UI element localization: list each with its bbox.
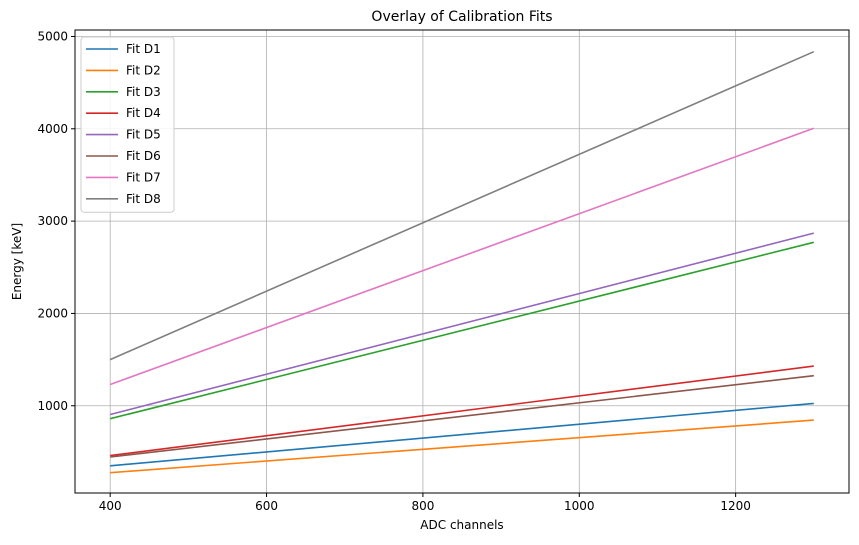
legend-entry-label: Fit D1 xyxy=(126,42,161,56)
y-tick-label: 1000 xyxy=(37,399,68,413)
x-axis-label: ADC channels xyxy=(420,518,503,532)
series-line-1 xyxy=(110,402,814,467)
y-axis-label: Energy [keV] xyxy=(10,223,24,300)
legend-entry-label: Fit D3 xyxy=(126,85,161,99)
legend-entry-label: Fit D2 xyxy=(126,63,161,77)
y-tick-label: 5000 xyxy=(37,29,68,43)
x-axis-ticks: 400 600 800 1000 1200 xyxy=(99,493,751,513)
series-line-7 xyxy=(109,127,815,386)
x-tick-label: 400 xyxy=(99,499,122,513)
legend-entry-label: Fit D4 xyxy=(126,106,161,120)
legend: Fit D1 Fit D2 Fit D3 Fit D4 Fit D5 Fit D6 Fit … xyxy=(80,36,175,213)
series-lines xyxy=(109,50,815,474)
legend-entry-label: Fit D5 xyxy=(126,128,161,142)
series-line-8 xyxy=(109,50,815,361)
x-tick-label: 600 xyxy=(255,499,278,513)
x-tick-label: 800 xyxy=(411,499,434,513)
y-tick-label: 4000 xyxy=(37,122,68,136)
legend-entry-label: Fit D7 xyxy=(126,170,161,184)
legend-entry-label: Fit D8 xyxy=(126,192,161,206)
x-tick-label: 1200 xyxy=(720,499,751,513)
grid xyxy=(75,30,849,493)
series-line-4 xyxy=(110,365,814,457)
x-tick-label: 1000 xyxy=(564,499,595,513)
plot-area-frame xyxy=(74,29,850,494)
y-axis-ticks: 1000 2000 3000 4000 5000 xyxy=(37,29,75,413)
legend-entry-label: Fit D6 xyxy=(126,149,161,163)
y-tick-label: 2000 xyxy=(37,306,68,320)
series-line-6 xyxy=(110,374,814,458)
series-line-2 xyxy=(110,419,814,474)
y-tick-label: 3000 xyxy=(37,214,68,228)
series-line-5 xyxy=(110,232,814,416)
legend-box xyxy=(80,36,175,213)
series-line-3 xyxy=(110,241,814,420)
chart-title: Overlay of Calibration Fits xyxy=(371,9,552,25)
